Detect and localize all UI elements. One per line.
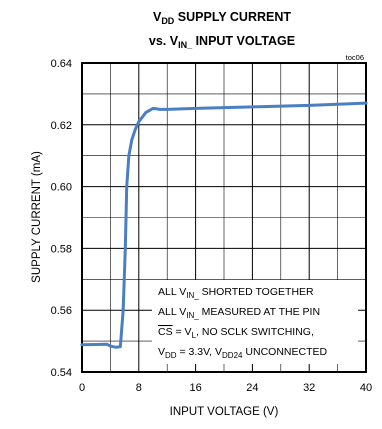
x-tick-label: 40	[360, 382, 372, 394]
y-tick-label: 0.62	[51, 120, 72, 132]
chart-title-line1: VDD SUPPLY CURRENT	[153, 10, 291, 26]
y-tick-label: 0.56	[51, 305, 72, 317]
grid-lines	[82, 63, 366, 372]
supply-current-line	[80, 101, 368, 349]
y-tick-label: 0.60	[51, 182, 72, 194]
y-tick-label: 0.58	[51, 243, 72, 255]
annotation-line-2: ALL VIN_ MEASURED AT THE PIN	[158, 306, 320, 320]
y-tick-label: 0.64	[51, 58, 72, 70]
figure-id: toc06	[346, 53, 364, 62]
y-tick-label: 0.54	[51, 367, 72, 379]
y-axis-label: SUPPLY CURRENT (mA)	[31, 151, 43, 283]
annotation-line-1: ALL VIN_ SHORTED TOGETHER	[158, 286, 314, 300]
y-tick-labels: 0.54 0.56 0.58 0.60 0.62 0.64	[51, 58, 72, 379]
x-tick-label: 32	[303, 382, 315, 394]
x-axis-label: INPUT VOLTAGE (V)	[170, 406, 279, 418]
annotation-box	[152, 280, 358, 364]
x-tick-labels: 0 8 16 24 32 40	[79, 382, 372, 394]
chart-title-line2: vs. VIN_ INPUT VOLTAGE	[149, 34, 295, 50]
x-tick-label: 16	[189, 382, 201, 394]
x-tick-label: 8	[136, 382, 142, 394]
x-tick-label: 0	[79, 382, 85, 394]
plot-frame	[81, 62, 367, 373]
x-tick-label: 24	[246, 382, 258, 394]
annotation-line-3: CS = VL, NO SCLK SWITCHING,	[158, 326, 314, 340]
annotation-line-4: VDD = 3.3V, VDD24 UNCONNECTED	[158, 346, 327, 360]
